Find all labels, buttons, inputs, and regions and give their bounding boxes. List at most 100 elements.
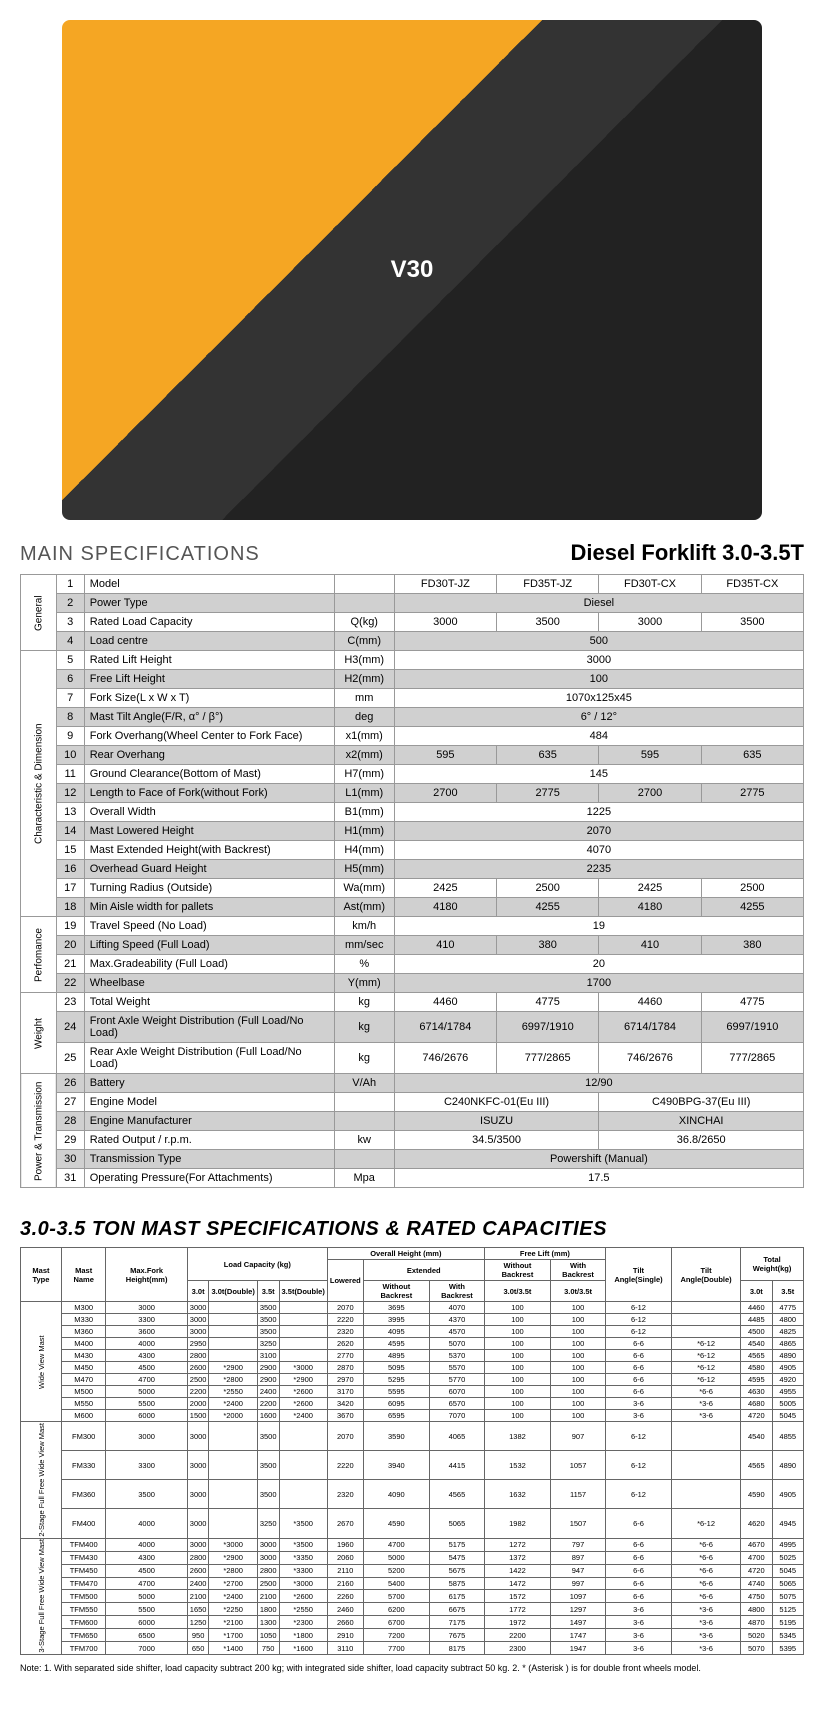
mast-cell: 4905 bbox=[772, 1480, 803, 1509]
mast-cell: 6675 bbox=[430, 1603, 485, 1616]
mast-row: 2-Stage Full Free Wide View MastFM300300… bbox=[21, 1422, 804, 1451]
mast-cell: 2320 bbox=[327, 1480, 363, 1509]
row-value: 6° / 12° bbox=[394, 708, 803, 727]
mast-cell: 4945 bbox=[772, 1509, 803, 1538]
mast-cell: 3000 bbox=[187, 1302, 209, 1314]
mast-cell: *3-6 bbox=[672, 1616, 741, 1629]
row-desc: Rated Output / r.p.m. bbox=[84, 1131, 334, 1150]
footnote: Note: 1. With separated side shifter, lo… bbox=[0, 1661, 824, 1693]
row-value: 4775 bbox=[497, 993, 599, 1012]
row-unit bbox=[334, 1150, 394, 1169]
mast-cell: 4300 bbox=[106, 1350, 187, 1362]
mast-cell: TFM430 bbox=[61, 1551, 106, 1564]
mast-cell: 3695 bbox=[363, 1302, 429, 1314]
mast-row: TFM55055001650*22501800*2550246062006675… bbox=[21, 1603, 804, 1616]
mast-cell: 650 bbox=[187, 1642, 209, 1655]
mast-row: TFM60060001250*21001300*2300266067007175… bbox=[21, 1616, 804, 1629]
mast-cell: 4565 bbox=[741, 1350, 772, 1362]
mast-cell: 4590 bbox=[741, 1480, 772, 1509]
mast-cell: 100 bbox=[551, 1338, 606, 1350]
row-desc: Mast Lowered Height bbox=[84, 822, 334, 841]
row-unit: B1(mm) bbox=[334, 803, 394, 822]
mast-cell: 6-6 bbox=[605, 1386, 671, 1398]
mast-cell: 3300 bbox=[106, 1314, 187, 1326]
mast-row: FM330330030003500222039404415153210576-1… bbox=[21, 1451, 804, 1480]
mast-cell: FM300 bbox=[61, 1422, 106, 1451]
mast-cell: *3300 bbox=[279, 1564, 327, 1577]
row-value: 777/2865 bbox=[701, 1043, 803, 1074]
row-value: 410 bbox=[599, 936, 701, 955]
mast-cell: 1772 bbox=[484, 1603, 550, 1616]
mast-cell: 1297 bbox=[551, 1603, 606, 1616]
mast-cell: 2970 bbox=[327, 1374, 363, 1386]
row-number: 15 bbox=[56, 841, 84, 860]
mast-cell: 3000 bbox=[187, 1480, 209, 1509]
mast-cell bbox=[672, 1480, 741, 1509]
mast-cell: 6-6 bbox=[605, 1538, 671, 1551]
row-value: 36.8/2650 bbox=[599, 1131, 804, 1150]
mast-cell: 4460 bbox=[741, 1302, 772, 1314]
mast-cell: 3590 bbox=[363, 1422, 429, 1451]
mast-cell: 3000 bbox=[187, 1326, 209, 1338]
mast-cell: 6-6 bbox=[605, 1551, 671, 1564]
product-badge: V30 bbox=[391, 256, 434, 284]
mast-cell: *2900 bbox=[209, 1551, 257, 1564]
mast-cell: 5700 bbox=[363, 1590, 429, 1603]
mast-cell: 1250 bbox=[187, 1616, 209, 1629]
mast-row: TFM45045002600*28002800*3300211052005675… bbox=[21, 1564, 804, 1577]
section-label: General bbox=[21, 575, 57, 651]
mast-cell: *2100 bbox=[209, 1616, 257, 1629]
mast-cell: 3000 bbox=[187, 1509, 209, 1538]
mast-header-cell: Load Capacity (kg) bbox=[187, 1248, 327, 1281]
mast-cell: 3-6 bbox=[605, 1616, 671, 1629]
mast-cell: 100 bbox=[551, 1302, 606, 1314]
mast-cell: 2500 bbox=[257, 1577, 279, 1590]
mast-cell: 7700 bbox=[363, 1642, 429, 1655]
mast-cell: 2300 bbox=[484, 1642, 550, 1655]
mast-cell: 3000 bbox=[257, 1551, 279, 1564]
mast-cell: 6-12 bbox=[605, 1480, 671, 1509]
row-desc: Rear Axle Weight Distribution (Full Load… bbox=[84, 1043, 334, 1074]
mast-cell: 2220 bbox=[327, 1314, 363, 1326]
mast-cell: 1747 bbox=[551, 1629, 606, 1642]
mast-cell: M550 bbox=[61, 1398, 106, 1410]
mast-header-cell: Extended bbox=[363, 1260, 484, 1281]
row-value: 2700 bbox=[394, 784, 496, 803]
mast-cell bbox=[209, 1509, 257, 1538]
row-desc: Operating Pressure(For Attachments) bbox=[84, 1169, 334, 1188]
mast-cell: 2110 bbox=[327, 1564, 363, 1577]
mast-cell: 4000 bbox=[106, 1538, 187, 1551]
mast-header-cell: 3.0t bbox=[187, 1281, 209, 1302]
row-number: 17 bbox=[56, 879, 84, 898]
mast-cell: 5070 bbox=[430, 1338, 485, 1350]
mast-cell: 1532 bbox=[484, 1451, 550, 1480]
mast-cell: 5125 bbox=[772, 1603, 803, 1616]
mast-cell: 6-6 bbox=[605, 1590, 671, 1603]
mast-cell: 5295 bbox=[363, 1374, 429, 1386]
row-number: 1 bbox=[56, 575, 84, 594]
mast-cell: 100 bbox=[484, 1302, 550, 1314]
mast-type-label: 2-Stage Full Free Wide View Mast bbox=[21, 1422, 62, 1539]
section-label: Perfomance bbox=[21, 917, 57, 993]
row-number: 25 bbox=[56, 1043, 84, 1074]
mast-cell: FM360 bbox=[61, 1480, 106, 1509]
mast-cell: 950 bbox=[187, 1629, 209, 1642]
row-value: 4255 bbox=[497, 898, 599, 917]
row-desc: Overhead Guard Height bbox=[84, 860, 334, 879]
mast-cell: 4090 bbox=[363, 1480, 429, 1509]
row-unit: L1(mm) bbox=[334, 784, 394, 803]
mast-cell: 2900 bbox=[257, 1374, 279, 1386]
mast-cell: 5000 bbox=[106, 1386, 187, 1398]
mast-row: TFM43043002800*29003000*3350206050005475… bbox=[21, 1551, 804, 1564]
mast-header-cell: 3.5t bbox=[772, 1281, 803, 1302]
mast-cell: 4740 bbox=[741, 1577, 772, 1590]
mast-cell: 4775 bbox=[772, 1302, 803, 1314]
mast-cell bbox=[279, 1422, 327, 1451]
row-unit bbox=[334, 1093, 394, 1112]
mast-cell: 3600 bbox=[106, 1326, 187, 1338]
row-value: 19 bbox=[394, 917, 803, 936]
mast-row: M45045002600*29002900*300028705095557010… bbox=[21, 1362, 804, 1374]
mast-cell: 100 bbox=[551, 1374, 606, 1386]
mast-header-cell: 3.5t(Double) bbox=[279, 1281, 327, 1302]
mast-row: TFM47047002400*27002500*3000216054005875… bbox=[21, 1577, 804, 1590]
